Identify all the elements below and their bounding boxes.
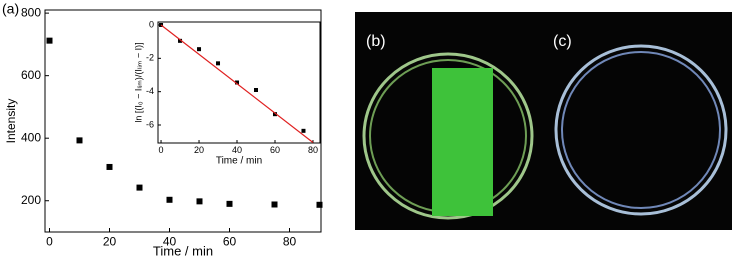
data-point bbox=[301, 128, 306, 133]
panel-label: (b) bbox=[366, 33, 386, 50]
data-point bbox=[216, 61, 221, 66]
x-tick-label: 20 bbox=[103, 234, 117, 248]
dish-rim bbox=[554, 44, 728, 216]
data-point bbox=[271, 201, 278, 208]
panel-label: (c) bbox=[553, 33, 572, 50]
data-point bbox=[226, 200, 233, 207]
x-axis-label: Time / min bbox=[153, 243, 213, 258]
x-tick-label: 20 bbox=[194, 145, 204, 155]
y-tick-label: 400 bbox=[21, 130, 41, 144]
dish-rim bbox=[362, 52, 534, 220]
x-tick-label: 0 bbox=[46, 234, 53, 248]
data-point bbox=[178, 38, 183, 43]
data-point bbox=[106, 163, 113, 170]
y-axis-label: Intensity bbox=[4, 99, 18, 144]
panel-label: (a) bbox=[2, 1, 19, 17]
data-point bbox=[76, 137, 83, 144]
data-point bbox=[166, 196, 173, 203]
y-tick-label: -2 bbox=[146, 53, 154, 63]
data-point bbox=[46, 37, 53, 44]
x-tick-label: 0 bbox=[159, 145, 164, 155]
x-tick-label: 60 bbox=[223, 234, 237, 248]
data-point bbox=[316, 201, 323, 208]
x-tick-label: 60 bbox=[270, 145, 280, 155]
y-tick-label: 200 bbox=[21, 193, 41, 207]
y-tick-label: -6 bbox=[146, 119, 154, 129]
data-point bbox=[272, 112, 277, 117]
glowing-film bbox=[432, 68, 493, 216]
y-tick-label: -4 bbox=[146, 86, 154, 96]
y-axis-label: ln [(I₀ − Iₗᵢₘ)/(Iₗᵢₘ − I)] bbox=[133, 42, 143, 122]
data-point bbox=[196, 198, 203, 205]
photos: (b) (c) bbox=[355, 12, 732, 230]
y-tick-label: 600 bbox=[21, 68, 41, 82]
y-tick-label: 0 bbox=[149, 19, 154, 29]
data-point bbox=[197, 47, 202, 52]
y-tick-label: 800 bbox=[21, 5, 41, 19]
x-tick-label: 80 bbox=[308, 145, 318, 155]
x-tick-label: 80 bbox=[283, 234, 297, 248]
dish-rim bbox=[561, 51, 721, 209]
x-tick-label: 40 bbox=[232, 145, 242, 155]
fit-line bbox=[160, 24, 314, 143]
photo-background bbox=[355, 12, 732, 230]
data-point bbox=[235, 80, 240, 85]
data-point bbox=[136, 184, 143, 191]
data-point bbox=[253, 88, 258, 92]
x-axis-label: Time / min bbox=[216, 156, 262, 167]
x-tick-label: 40 bbox=[163, 234, 177, 248]
